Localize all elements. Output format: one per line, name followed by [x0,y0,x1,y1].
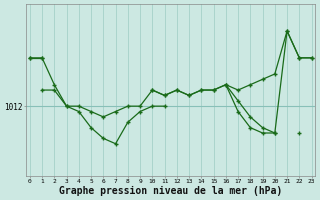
X-axis label: Graphe pression niveau de la mer (hPa): Graphe pression niveau de la mer (hPa) [59,186,282,196]
